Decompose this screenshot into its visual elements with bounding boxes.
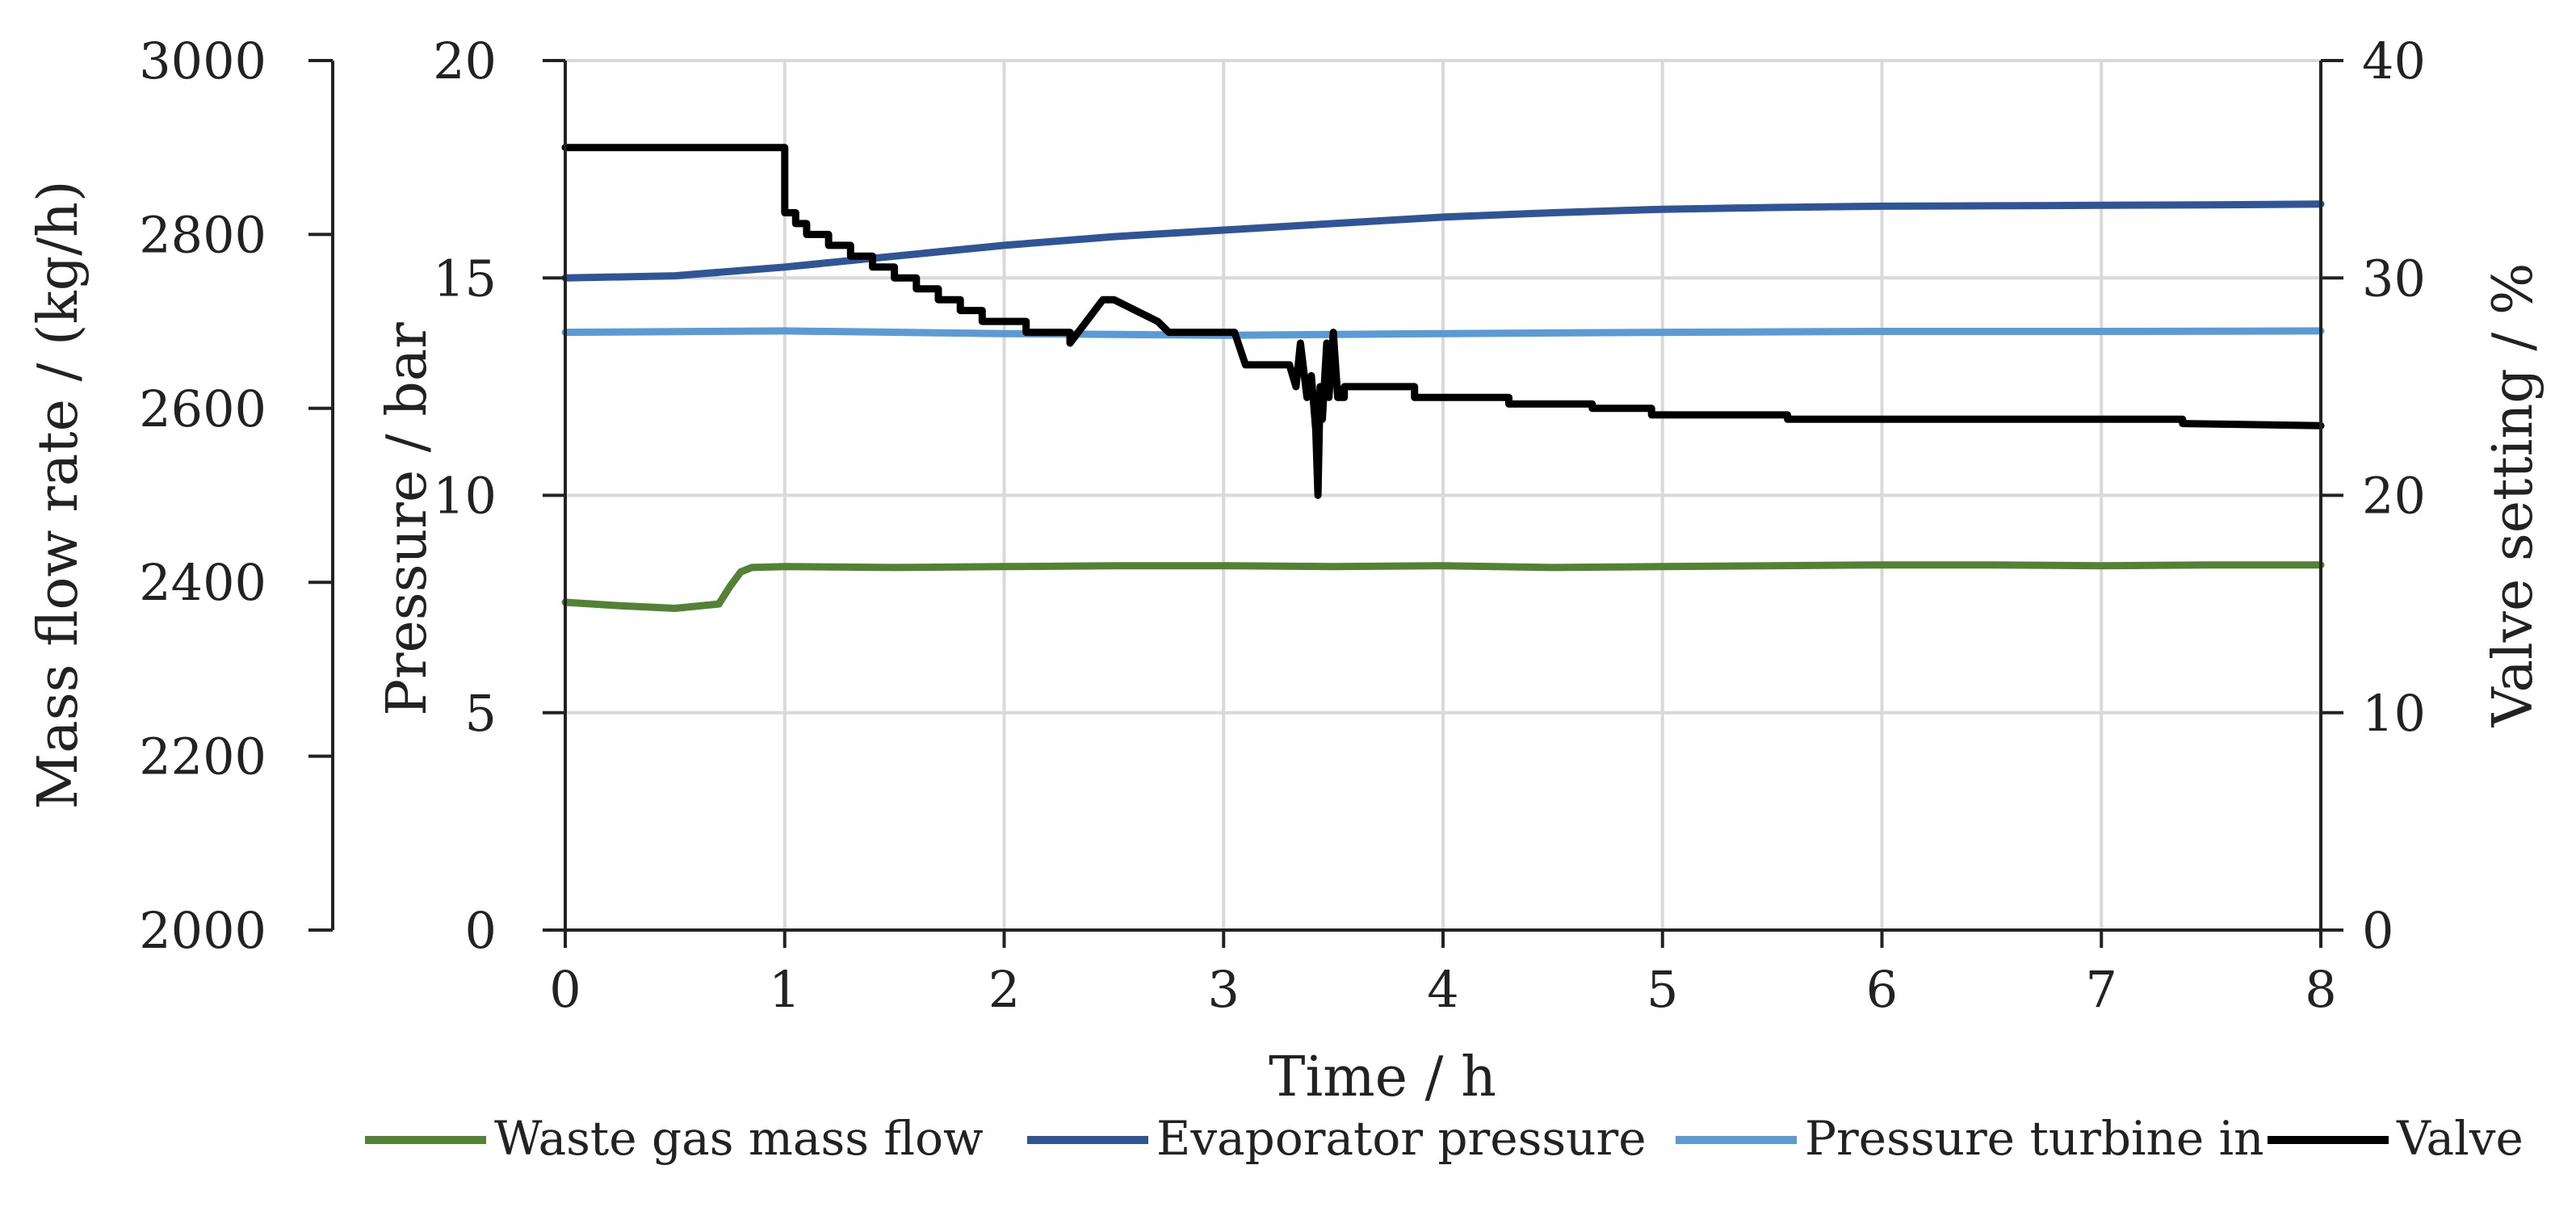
massflow-tick-label: 2800 bbox=[139, 205, 266, 264]
pressure-tick-label: 0 bbox=[465, 901, 497, 960]
valve-tick-label: 10 bbox=[2362, 684, 2426, 743]
axis-titles: Time / h Mass flow rate / (kg/h) Pressur… bbox=[27, 181, 2545, 1109]
x-tick-label: 0 bbox=[549, 960, 581, 1019]
valve-tick-label: 30 bbox=[2362, 249, 2426, 308]
pressure-tick-label: 5 bbox=[465, 684, 497, 743]
massflow-tick-label: 2000 bbox=[139, 901, 266, 960]
x-tick-label: 2 bbox=[988, 960, 1020, 1019]
series-layer bbox=[561, 144, 2325, 612]
x-tick-label: 1 bbox=[769, 960, 800, 1019]
massflow-tick-label: 2400 bbox=[139, 553, 266, 612]
legend-label-valve: Valve bbox=[2396, 1111, 2524, 1166]
massflow-tick-label: 2200 bbox=[139, 727, 266, 786]
legend-label-waste-gas-mass-flow: Waste gas mass flow bbox=[494, 1111, 984, 1166]
series-line-waste-gas-mass-flow bbox=[561, 561, 2325, 612]
pressure-tick-label: 20 bbox=[433, 31, 497, 90]
massflow-axis-title: Mass flow rate / (kg/h) bbox=[27, 181, 90, 810]
x-tick-label: 6 bbox=[1866, 960, 1898, 1019]
x-tick-label: 8 bbox=[2305, 960, 2336, 1019]
pressure-axis-title: Pressure / bar bbox=[375, 322, 439, 716]
pressure-tick-label: 10 bbox=[433, 467, 497, 526]
x-tick-label: 4 bbox=[1427, 960, 1458, 1019]
x-tick-label: 7 bbox=[2086, 960, 2117, 1019]
massflow-tick-label: 3000 bbox=[139, 31, 266, 90]
valve-axis-title: Valve setting / % bbox=[2482, 262, 2545, 727]
legend-label-evaporator-pressure: Evaporator pressure bbox=[1156, 1111, 1647, 1166]
series-line-pressure-turbine-in bbox=[561, 327, 2325, 339]
ticks: 0 1 2 3 4 5 6 7 8 2000 2200 2400 2600 2800 3000 0 5 10 15 2… bbox=[139, 31, 2426, 1019]
x-tick-label: 3 bbox=[1208, 960, 1240, 1019]
grid bbox=[565, 59, 2321, 930]
x-axis-title: Time / h bbox=[1269, 1046, 1496, 1109]
valve-tick-label: 0 bbox=[2362, 901, 2393, 960]
massflow-tick-label: 2600 bbox=[139, 379, 266, 438]
series-line-valve bbox=[561, 144, 2325, 499]
x-tick-label: 5 bbox=[1647, 960, 1678, 1019]
valve-tick-label: 40 bbox=[2362, 31, 2426, 90]
pressure-tick-label: 15 bbox=[433, 249, 497, 308]
legend-label-pressure-turbine-in: Pressure turbine in bbox=[1805, 1111, 2264, 1166]
valve-tick-label: 20 bbox=[2362, 467, 2426, 526]
legend: Waste gas mass flow Evaporator pressure Pr… bbox=[365, 1111, 2524, 1166]
